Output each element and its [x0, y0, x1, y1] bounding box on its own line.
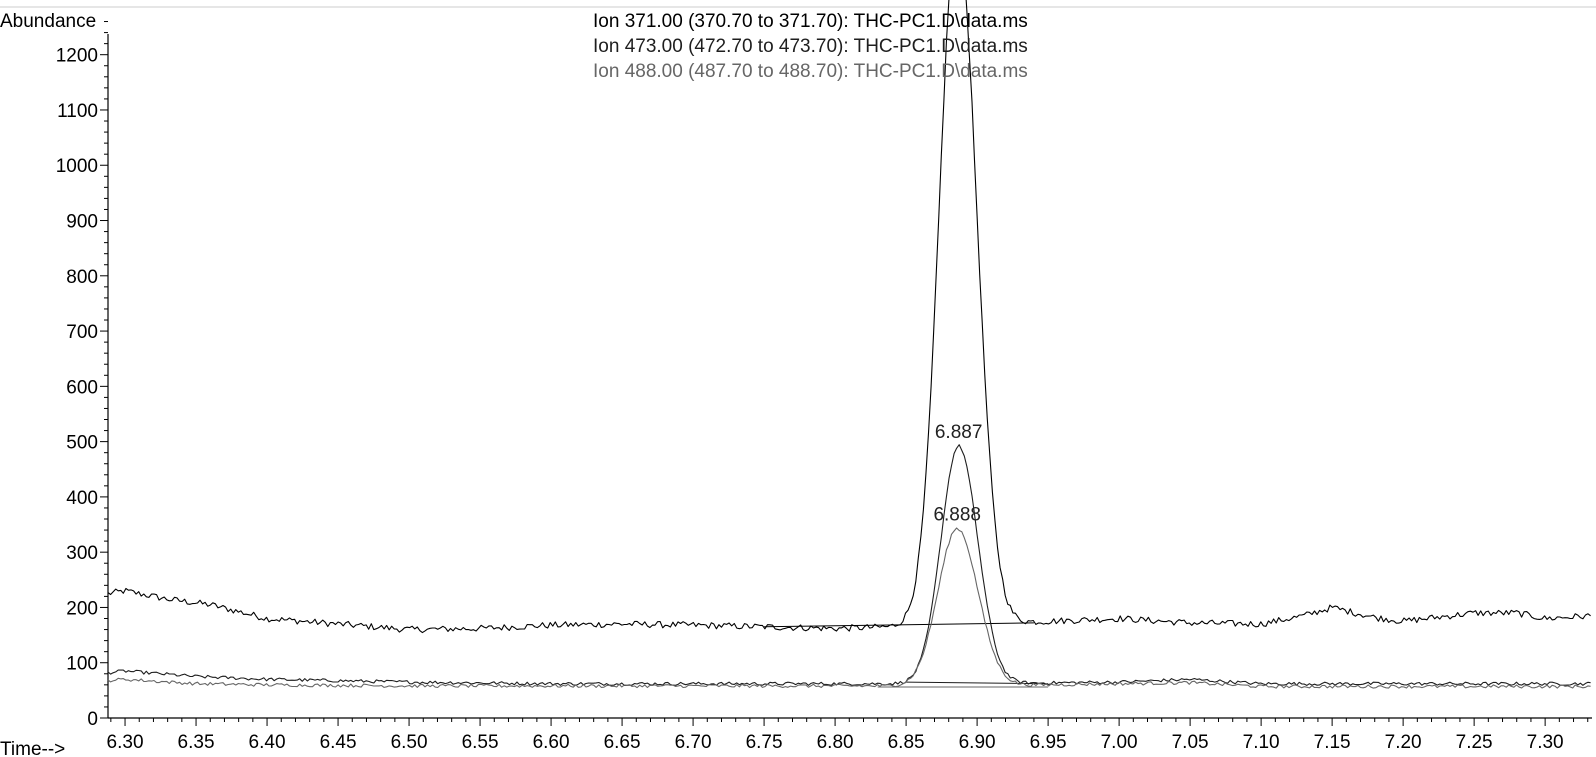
axes: 0 100 200 300 400 500 600 700 800 900 1000 1100 1200… [56, 21, 1592, 753]
x-tick-label: 6.90 [959, 732, 996, 753]
baseline-segment-1 [764, 622, 1034, 628]
x-tick-label: 6.75 [746, 732, 783, 753]
y-tick-label: 0 [87, 709, 98, 730]
x-tick-label: 7.15 [1314, 732, 1351, 753]
x-tick-label: 6.55 [462, 732, 499, 753]
x-tick-label: 6.85 [888, 732, 925, 753]
x-tick-label: 6.65 [604, 732, 641, 753]
x-tick-label: 7.25 [1456, 732, 1493, 753]
y-tick-label: 1100 [57, 101, 98, 122]
y-tick-label: 400 [66, 488, 98, 509]
x-tick-label: 6.30 [107, 732, 144, 753]
legend-entry-3: Ion 488.00 (487.70 to 488.70): THC-PC1.D… [593, 61, 1028, 82]
y-tick-label: 1000 [56, 156, 98, 177]
series-line-1 [107, 0, 1591, 634]
series-layer [107, 0, 1591, 689]
series-line-2 [107, 444, 1591, 686]
legend-entry-2: Ion 473.00 (472.70 to 473.70): THC-PC1.D… [593, 36, 1028, 57]
legend: Ion 371.00 (370.70 to 371.70): THC-PC1.D… [593, 11, 1028, 82]
y-axis-label: Abundance [0, 11, 96, 32]
x-tick-label: 6.50 [391, 732, 428, 753]
x-tick-label: 7.20 [1385, 732, 1422, 753]
y-tick-label: 200 [66, 598, 98, 619]
x-tick-label: 6.60 [533, 732, 570, 753]
x-tick-label: 6.80 [817, 732, 854, 753]
series-line-3 [107, 527, 1591, 689]
x-axis-label: Time--> [0, 739, 65, 757]
x-tick-label: 7.05 [1172, 732, 1209, 753]
x-tick-label: 6.70 [675, 732, 712, 753]
y-tick-label: 800 [66, 267, 98, 288]
y-tick-label: 500 [66, 433, 98, 454]
x-tick-label: 6.95 [1030, 732, 1067, 753]
y-tick-label: 900 [66, 212, 98, 233]
x-tick-label: 6.45 [320, 732, 357, 753]
y-tick-label: 700 [66, 322, 98, 343]
y-tick-label: 1200 [56, 46, 98, 67]
y-tick-label: 100 [66, 654, 98, 675]
x-tick-label: 6.35 [178, 732, 215, 753]
y-tick-label: 600 [66, 377, 98, 398]
legend-entry-1: Ion 371.00 (370.70 to 371.70): THC-PC1.D… [593, 11, 1028, 32]
peak-label-3: 6.888 [933, 504, 981, 525]
x-tick-label: 6.40 [249, 732, 286, 753]
y-tick-label: 300 [66, 543, 98, 564]
x-tick-label: 7.30 [1527, 732, 1564, 753]
x-tick-label: 7.10 [1243, 732, 1280, 753]
peak-label-2: 6.887 [935, 422, 983, 443]
x-tick-label: 7.00 [1101, 732, 1138, 753]
